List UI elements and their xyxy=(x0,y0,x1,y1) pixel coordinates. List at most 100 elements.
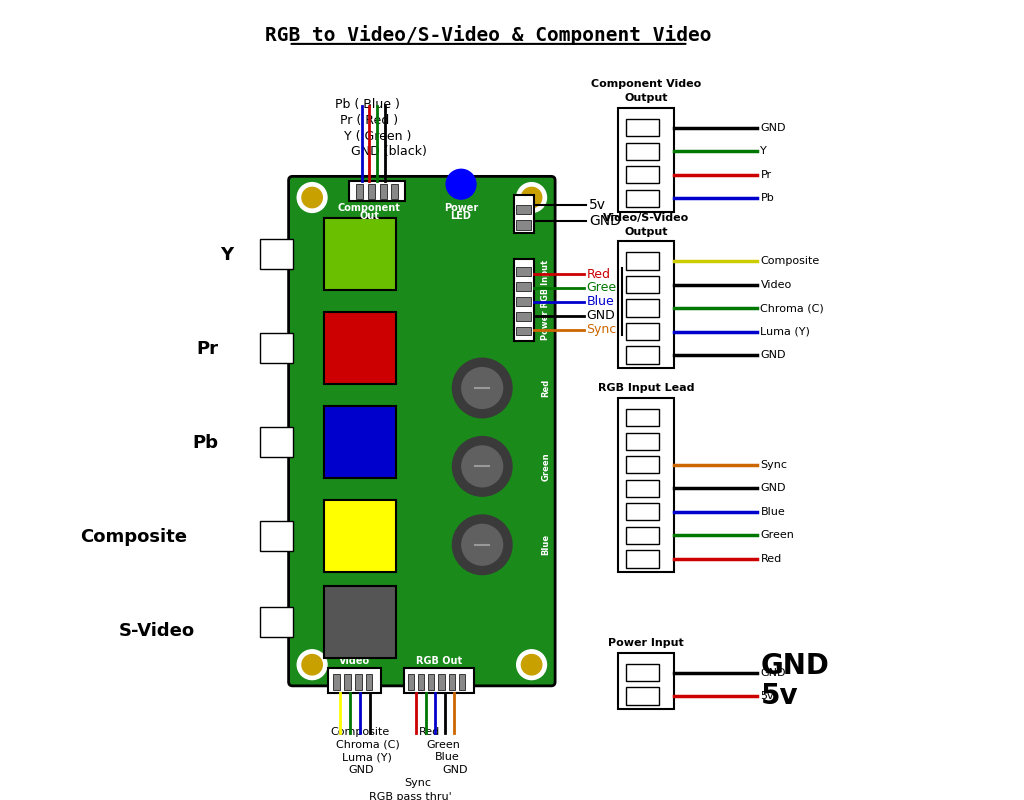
FancyBboxPatch shape xyxy=(289,176,555,686)
Text: Pb: Pb xyxy=(193,434,218,452)
Bar xyxy=(403,668,474,693)
Bar xyxy=(626,409,658,426)
Text: Output: Output xyxy=(625,94,668,103)
Bar xyxy=(626,433,658,450)
Text: Power Input: Power Input xyxy=(608,638,684,648)
Text: Composite: Composite xyxy=(80,528,186,546)
Text: GND: GND xyxy=(442,765,468,775)
Text: RGB to Video/S-Video & Component Video: RGB to Video/S-Video & Component Video xyxy=(265,26,712,46)
Text: RGB Input Lead: RGB Input Lead xyxy=(598,383,694,394)
Text: Blue: Blue xyxy=(761,507,785,517)
Bar xyxy=(324,500,396,572)
Bar xyxy=(626,323,658,340)
Text: &: & xyxy=(625,284,635,298)
Text: Video/S-Video: Video/S-Video xyxy=(603,213,689,222)
Text: Component: Component xyxy=(338,203,400,213)
Text: Pb ( Blue ): Pb ( Blue ) xyxy=(335,98,399,111)
Text: GND: GND xyxy=(589,214,621,228)
Text: Pr: Pr xyxy=(196,340,218,358)
Bar xyxy=(438,674,444,690)
Text: Sync: Sync xyxy=(404,778,431,787)
Bar xyxy=(368,184,375,199)
Circle shape xyxy=(453,358,512,418)
Text: Component Video: Component Video xyxy=(591,79,701,90)
Text: GND: GND xyxy=(761,122,786,133)
Bar xyxy=(428,674,434,690)
Bar xyxy=(459,674,465,690)
Bar xyxy=(626,664,658,681)
Text: 5v: 5v xyxy=(761,682,798,710)
Text: Red: Red xyxy=(587,268,610,281)
Circle shape xyxy=(517,650,547,679)
Text: Luma (Y): Luma (Y) xyxy=(761,326,810,337)
Bar xyxy=(617,242,674,369)
Bar xyxy=(516,267,530,276)
Bar xyxy=(449,674,455,690)
Text: Out: Out xyxy=(359,211,379,221)
Text: Sync: Sync xyxy=(625,294,655,307)
Text: Green: Green xyxy=(761,530,795,540)
Text: GND: GND xyxy=(761,652,829,680)
Bar xyxy=(626,526,658,544)
Text: Green: Green xyxy=(587,281,625,294)
Bar xyxy=(516,282,530,291)
Circle shape xyxy=(462,446,503,486)
Text: Video: Video xyxy=(761,279,792,290)
Text: Blue: Blue xyxy=(587,295,614,308)
Bar xyxy=(324,218,396,290)
Bar xyxy=(324,406,396,478)
Bar xyxy=(260,522,293,551)
Circle shape xyxy=(462,368,503,408)
Bar xyxy=(333,674,340,690)
Text: GND: GND xyxy=(761,350,786,360)
Circle shape xyxy=(462,524,503,565)
Text: Red: Red xyxy=(419,727,440,738)
Text: RGB Out: RGB Out xyxy=(416,656,462,666)
Bar xyxy=(516,205,530,214)
Text: Sync: Sync xyxy=(761,460,787,470)
Bar xyxy=(626,119,658,136)
Bar xyxy=(617,653,674,710)
Text: GND: GND xyxy=(761,483,786,494)
Bar xyxy=(617,398,674,572)
Text: Blue: Blue xyxy=(542,534,550,555)
Bar xyxy=(626,142,658,160)
Circle shape xyxy=(297,650,327,679)
Text: Power RGB Input: Power RGB Input xyxy=(542,259,550,339)
Bar xyxy=(626,346,658,364)
Text: S-Video: S-Video xyxy=(119,622,195,640)
Text: 5v: 5v xyxy=(589,198,606,212)
Bar xyxy=(344,674,350,690)
Text: Chroma (C): Chroma (C) xyxy=(761,303,824,313)
Text: Input: Input xyxy=(625,305,657,318)
Circle shape xyxy=(302,654,323,675)
Text: Pr: Pr xyxy=(761,170,772,180)
Text: GND (black): GND (black) xyxy=(350,146,426,158)
Bar xyxy=(626,190,658,207)
Bar xyxy=(324,586,396,658)
Bar xyxy=(626,456,658,474)
Bar xyxy=(356,184,364,199)
Bar xyxy=(514,195,534,233)
Circle shape xyxy=(446,170,476,199)
Text: Sync: Sync xyxy=(587,323,616,337)
Text: Green: Green xyxy=(427,740,461,750)
Text: GND: GND xyxy=(761,667,786,678)
Bar xyxy=(626,166,658,183)
Circle shape xyxy=(453,437,512,496)
Circle shape xyxy=(453,515,512,574)
Circle shape xyxy=(521,187,542,208)
Bar xyxy=(418,674,424,690)
Circle shape xyxy=(521,654,542,675)
Bar xyxy=(408,674,414,690)
Circle shape xyxy=(302,187,323,208)
Bar xyxy=(260,427,293,457)
Bar xyxy=(516,327,530,335)
Text: Pr ( Red ): Pr ( Red ) xyxy=(340,114,397,127)
Bar xyxy=(516,220,530,230)
Bar xyxy=(626,252,658,270)
Text: Y ( Green ): Y ( Green ) xyxy=(344,130,412,142)
Bar xyxy=(260,607,293,638)
Text: Blue: Blue xyxy=(434,753,459,762)
Text: GND: GND xyxy=(348,765,374,775)
